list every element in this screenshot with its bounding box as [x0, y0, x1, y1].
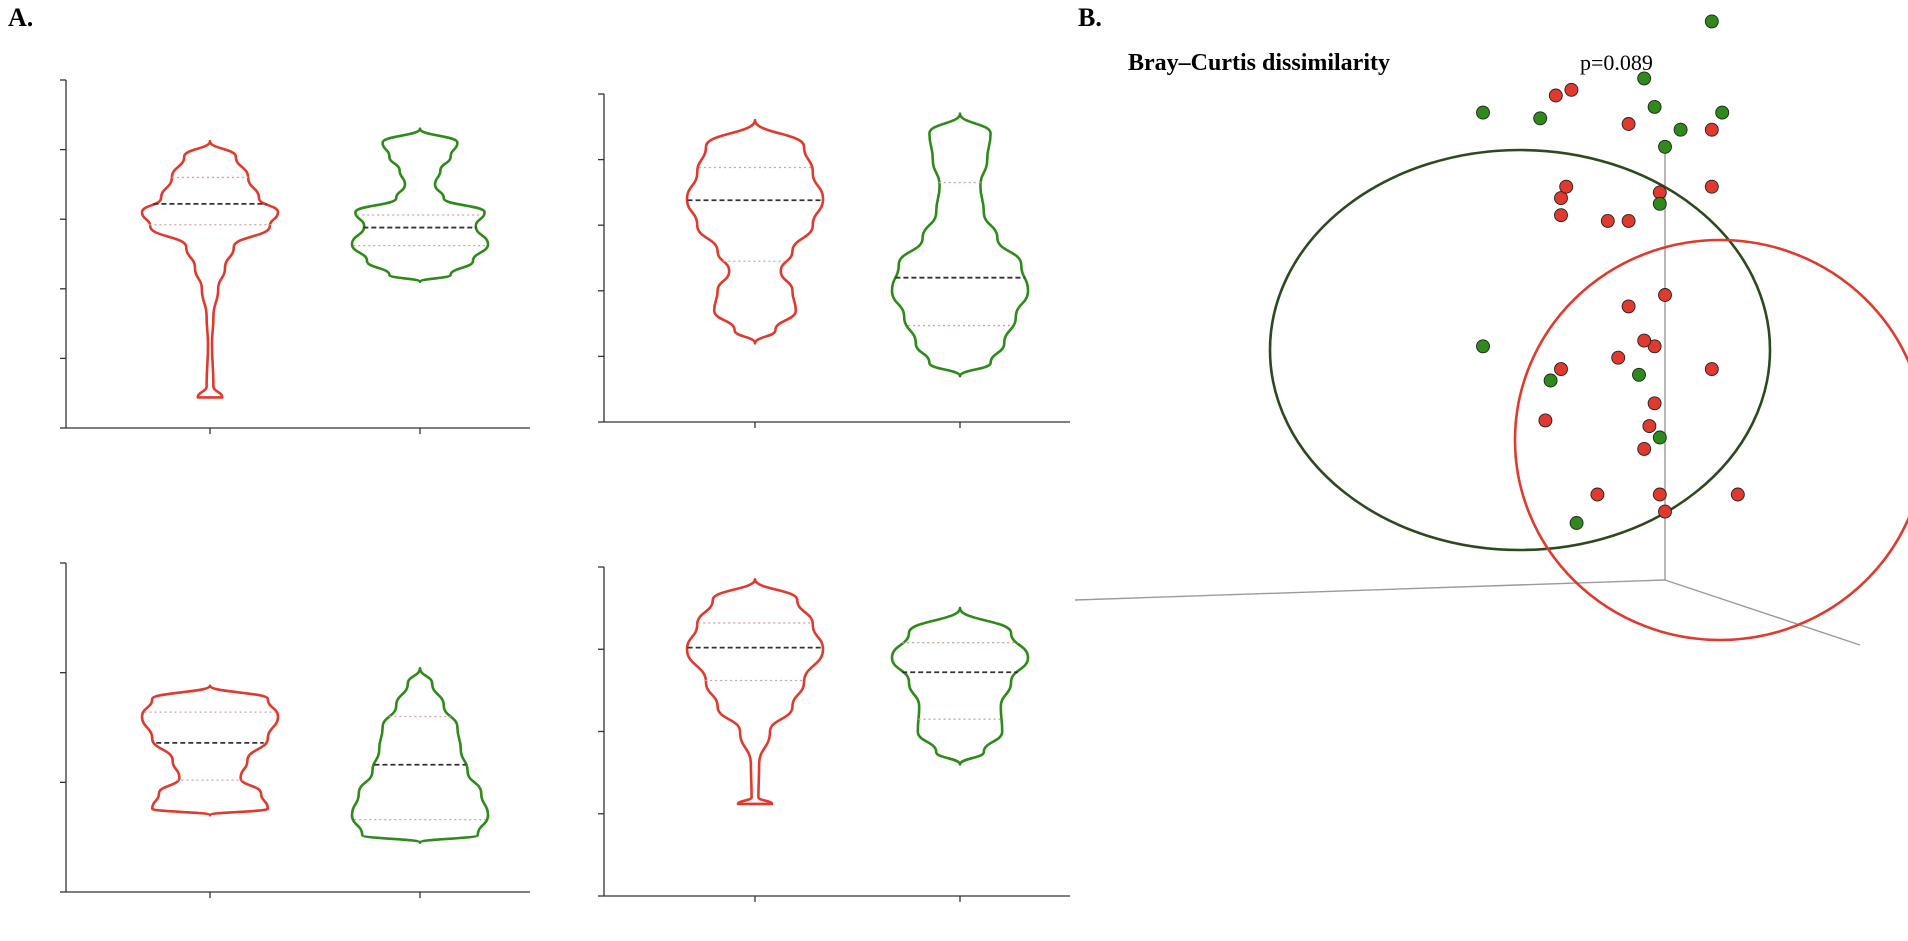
- pcoa-point: [1559, 179, 1574, 194]
- pcoa-point: [1621, 117, 1636, 131]
- pcoa-point: [1704, 362, 1719, 377]
- pcoa-point: [1569, 516, 1584, 530]
- pcoa-point: [1554, 208, 1568, 223]
- panel-b-label: B.: [1078, 3, 1102, 32]
- pcoa-point: [1637, 441, 1652, 456]
- pcoa-point: [1658, 288, 1672, 302]
- shannon-index-chart: [598, 566, 1070, 902]
- panel-a-label: A.: [8, 3, 33, 32]
- e2t-ellipse: [1513, 238, 1908, 642]
- pcoa-point: [1543, 373, 1558, 388]
- pcoa-point: [1533, 111, 1548, 126]
- pcoa-point: [1476, 105, 1490, 120]
- pcoa-point: [1538, 413, 1553, 428]
- pcoa-point: [1715, 105, 1730, 120]
- pcoa-point: [1658, 504, 1672, 519]
- pcoa-axis-line: [1074, 579, 1666, 601]
- pcoa-point: [1637, 71, 1652, 86]
- pcoa-point: [1554, 362, 1568, 377]
- violin-shape: [350, 127, 490, 284]
- pcoa-point: [1590, 487, 1605, 502]
- d2t-ellipse: [1268, 148, 1772, 552]
- violin-shape: [350, 666, 490, 844]
- pcoa-point: [1673, 122, 1688, 137]
- violin-shape: [685, 578, 825, 806]
- violin-shape: [890, 606, 1030, 766]
- pcoa-point: [1652, 196, 1667, 211]
- pcoa-point: [1704, 179, 1719, 194]
- pcoa-point: [1642, 419, 1657, 434]
- observed-features-chart: [60, 562, 530, 898]
- pcoa-point: [1652, 430, 1667, 445]
- pcoa-point: [1730, 487, 1745, 502]
- pcoa-point: [1600, 213, 1615, 228]
- pcoa-point: [1554, 191, 1568, 206]
- violin-shape: [685, 118, 825, 345]
- pcoa-axis-line: [1664, 579, 1861, 646]
- pcoa-point: [1632, 367, 1646, 382]
- bray-curtis-pcoa-chart: Bray–Curtis dissimilarity p=0.089: [1074, 14, 1908, 646]
- pcoa-point: [1548, 88, 1563, 103]
- violin-shape: [140, 684, 280, 817]
- pcoa-point: [1704, 122, 1719, 137]
- pcoa-point: [1564, 82, 1579, 97]
- pcoa-point: [1621, 299, 1636, 314]
- pcoa-point: [1611, 350, 1626, 365]
- pcoa-p-value: p=0.089: [1580, 50, 1653, 75]
- pcoa-point: [1652, 487, 1667, 502]
- pielou-evenness-chart: [60, 79, 530, 434]
- pcoa-point: [1647, 99, 1662, 114]
- pcoa-point: [1621, 213, 1636, 228]
- faith-pd-chart: [598, 93, 1070, 428]
- pcoa-title: Bray–Curtis dissimilarity: [1128, 50, 1390, 76]
- pcoa-point: [1647, 396, 1662, 411]
- pcoa-point: [1704, 14, 1719, 29]
- pcoa-point: [1637, 333, 1652, 348]
- pcoa-point: [1476, 339, 1490, 354]
- violin-shape: [890, 112, 1030, 378]
- violin-shape: [140, 139, 280, 399]
- pcoa-point: [1658, 139, 1672, 154]
